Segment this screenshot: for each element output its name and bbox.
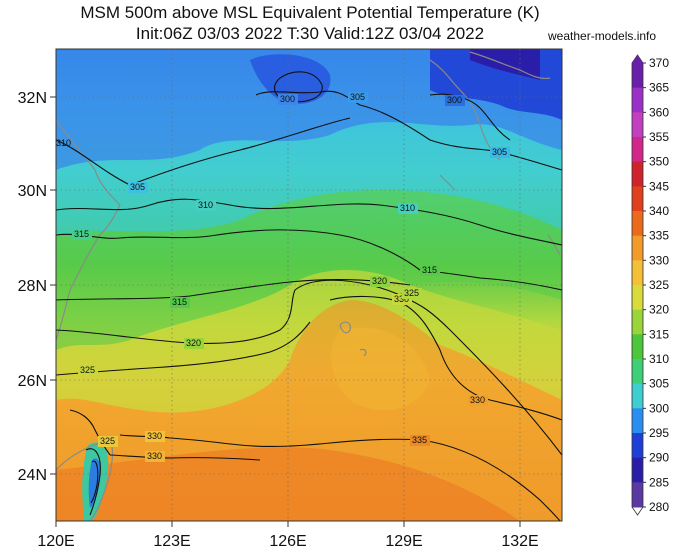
colorbar-label: 320 [649, 303, 669, 317]
contour-label: 300 [447, 95, 462, 105]
colorbar: 370 365 360 355 350 345 340 335 330 325 320 315 310 3… [631, 54, 669, 516]
contour-label: 305 [130, 182, 145, 192]
colorbar-label: 300 [649, 401, 669, 415]
colorbar-segment [632, 383, 643, 409]
colorbar-segment [632, 309, 643, 335]
colorbar-label: 310 [649, 352, 669, 366]
lat-tick-label: 26N [18, 373, 47, 390]
contour-label: 300 [280, 94, 295, 104]
contour-label: 305 [492, 147, 507, 157]
lat-tick-label: 32N [18, 90, 47, 107]
colorbar-label: 325 [649, 278, 669, 292]
colorbar-label: 330 [649, 253, 669, 267]
colorbar-label: 360 [649, 105, 669, 119]
colorbar-segment [632, 186, 643, 212]
lat-tick-label: 24N [18, 467, 47, 484]
lon-tick-label: 132E [501, 533, 538, 550]
colorbar-segment [632, 285, 643, 311]
colorbar-segment [632, 334, 643, 360]
contour-label: 330 [394, 294, 409, 304]
colorbar-segment [632, 482, 643, 508]
lat-tick-label: 28N [18, 278, 47, 295]
isotherm-contours [56, 71, 562, 521]
colorbar-segment [632, 87, 643, 113]
contour-label: 330 [147, 431, 162, 441]
lat-tick-label: 30N [18, 183, 47, 200]
map-title: MSM 500m above MSL Equivalent Potential … [80, 3, 540, 22]
colorbar-label: 305 [649, 377, 669, 391]
colorbar-label: 350 [649, 155, 669, 169]
colorbar-segment [632, 359, 643, 385]
contour-labels: 300 305 300 310 305 305 310 310 315 315 … [56, 92, 510, 462]
lon-tick-label: 120E [37, 533, 74, 550]
contour-label: 315 [172, 297, 187, 307]
contour-label: 315 [422, 265, 437, 275]
colorbar-segment [632, 235, 643, 261]
lon-tick-label: 126E [269, 533, 306, 550]
lon-tick-label: 123E [153, 533, 190, 550]
contour-label: 325 [80, 365, 95, 375]
longitude-axis: 120E 123E 126E 129E 132E [37, 521, 539, 550]
lon-tick-label: 129E [385, 533, 422, 550]
contour-label: 330 [470, 395, 485, 405]
contour-label: 320 [372, 276, 387, 286]
colorbar-label: 340 [649, 204, 669, 218]
contour-label: 315 [74, 229, 89, 239]
contour-label: 310 [400, 203, 415, 213]
colorbar-label: 315 [649, 327, 669, 341]
colorbar-label: 335 [649, 229, 669, 243]
colorbar-label: 290 [649, 451, 669, 465]
colorbar-label: 285 [649, 475, 669, 489]
contour-label: 320 [186, 338, 201, 348]
colorbar-segment [632, 161, 643, 187]
contour-label: 325 [404, 288, 419, 298]
colorbar-segment [632, 137, 643, 163]
colorbar-segment [632, 457, 643, 483]
colorbar-segment [632, 408, 643, 434]
colorbar-segment [632, 63, 643, 89]
colorbar-segment [632, 211, 643, 237]
colorbar-label: 355 [649, 130, 669, 144]
credit-text: weather-models.info [548, 29, 657, 43]
map-subtitle: Init:06Z 03/03 2022 T:30 Valid:12Z 03/04… [135, 24, 485, 43]
contour-label: 310 [198, 200, 213, 210]
contour-label: 335 [412, 435, 427, 445]
colorbar-segment [632, 260, 643, 286]
colorbar-label: 280 [649, 500, 669, 514]
contour-label: 330 [147, 451, 162, 461]
colorbar-segment [632, 433, 643, 459]
colorbar-segment [632, 112, 643, 138]
graticule [56, 49, 562, 521]
colorbar-label: 345 [649, 179, 669, 193]
contour-label: 305 [350, 92, 365, 102]
contour-label: 310 [56, 138, 71, 148]
contour-label: 325 [100, 436, 115, 446]
colorbar-label: 370 [649, 56, 669, 70]
colorbar-cap-top [632, 55, 643, 63]
colorbar-label: 295 [649, 426, 669, 440]
colorbar-label: 365 [649, 81, 669, 95]
theta-e-field: 300 305 300 310 305 305 310 310 315 315 … [56, 49, 562, 521]
latitude-axis: 32N 30N 28N 26N 24N [18, 90, 56, 484]
